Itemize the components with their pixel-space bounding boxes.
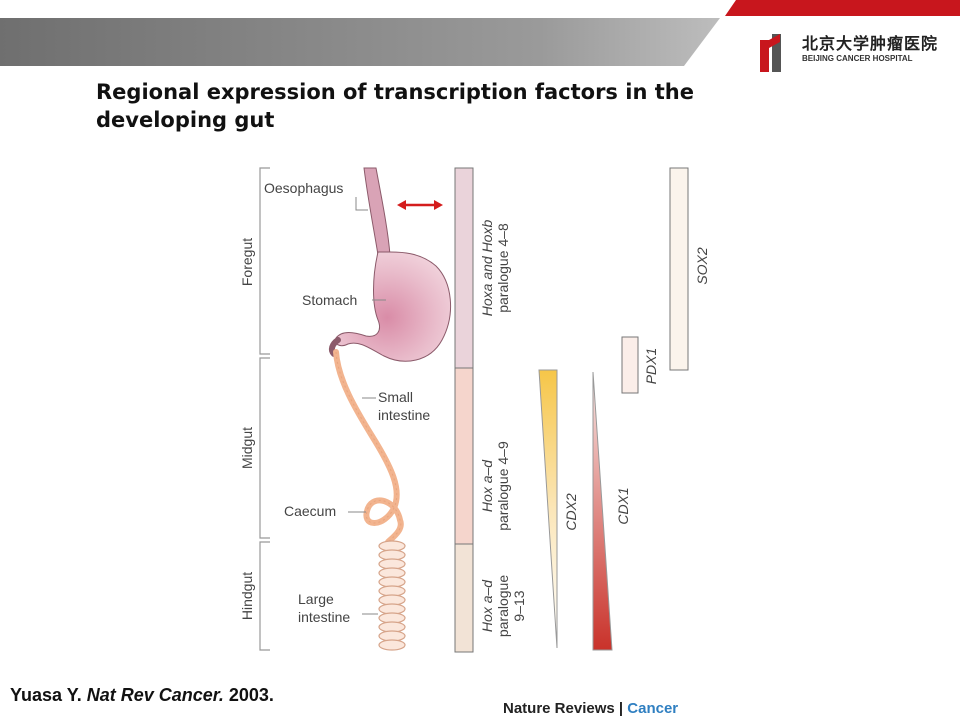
- midgut-label: Midgut: [239, 427, 255, 469]
- hox-seg1-line1: Hoxa and Hoxb: [479, 220, 495, 317]
- source-journal-name: Nature Reviews: [503, 700, 615, 717]
- hox-seg3-line2: paralogue: [495, 575, 511, 637]
- double-arrow-icon: [397, 200, 443, 210]
- caecum-label: Caecum: [284, 503, 336, 519]
- cdx1-label: CDX1: [615, 487, 631, 524]
- hox-seg3-line1: Hox a–d: [479, 579, 495, 632]
- slide-title: Regional expression of transcription fac…: [96, 80, 694, 132]
- source-journal-mark: Nature Reviews | Cancer: [503, 700, 678, 717]
- hox-segment-2: [454, 367, 474, 545]
- large-intestine-shape: [378, 540, 406, 651]
- hox-seg2-line1: Hox a–d: [479, 459, 495, 512]
- source-separator: |: [618, 700, 624, 717]
- hox-seg2-line2: paralogue 4–9: [495, 441, 511, 531]
- stomach-label: Stomach: [302, 292, 357, 308]
- cdx2-label: CDX2: [563, 493, 579, 531]
- citation-journal: Nat Rev Cancer.: [86, 685, 224, 705]
- sox2-bar: [669, 167, 689, 371]
- cdx1-wedge: [592, 371, 613, 651]
- hox-seg3-line3: 9–13: [511, 590, 527, 621]
- citation-year: 2003.: [228, 685, 274, 705]
- cdx2-wedge: [538, 369, 558, 649]
- citation: Yuasa Y. Nat Rev Cancer. 2003.: [10, 685, 274, 706]
- small-intestine-label-2: intestine: [378, 407, 430, 423]
- sox2-label: SOX2: [694, 247, 710, 285]
- small-intestine-outline: [335, 351, 402, 543]
- hox-seg1-line2: paralogue 4–8: [495, 223, 511, 313]
- oesophagus-shape: [363, 167, 391, 256]
- citation-author: Yuasa Y.: [10, 685, 82, 705]
- oesophagus-label: Oesophagus: [264, 180, 343, 196]
- foregut-label: Foregut: [239, 238, 255, 286]
- header-gray-bar: [0, 18, 720, 66]
- large-intestine-label-1: Large: [298, 591, 334, 607]
- stomach-shape: [334, 251, 452, 362]
- header-banner: [0, 0, 960, 66]
- small-intestine-label-1: Small: [378, 389, 413, 405]
- large-intestine-label-2: intestine: [298, 609, 350, 625]
- pdx1-bar: [621, 336, 639, 394]
- hox-segment-1: [454, 167, 474, 369]
- source-section: Cancer: [627, 700, 679, 717]
- hindgut-label: Hindgut: [239, 572, 255, 620]
- logo-english-name: BEIJING CANCER HOSPITAL: [802, 54, 913, 63]
- header-red-bar: [725, 0, 960, 16]
- hox-segment-3: [454, 543, 474, 653]
- hindgut-bracket: [259, 541, 270, 651]
- pdx1-label: PDX1: [643, 348, 659, 385]
- midgut-bracket: [259, 357, 270, 539]
- oesophagus-leader: [355, 197, 368, 211]
- hospital-logo-icon: [760, 34, 781, 72]
- logo-chinese-name: 北京大学肿瘤医院: [802, 34, 939, 53]
- foregut-bracket: [259, 167, 270, 355]
